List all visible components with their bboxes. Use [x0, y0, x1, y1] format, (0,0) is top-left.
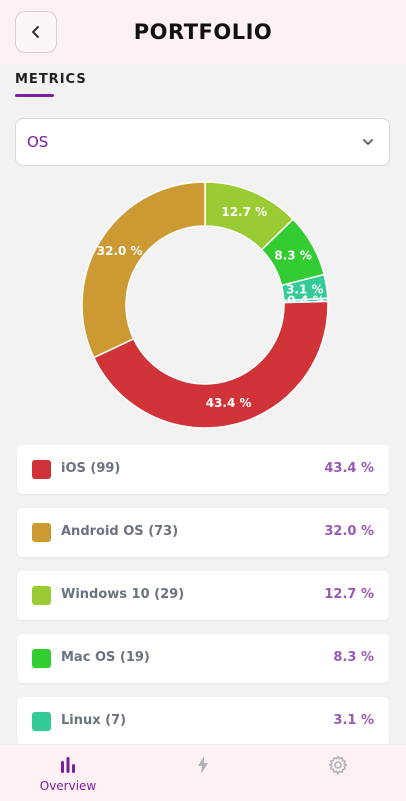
select-value: OS: [27, 133, 49, 151]
lightning-icon: [198, 756, 208, 774]
slice-label-ios: 43.4 %: [206, 396, 252, 410]
nav-overview[interactable]: Overview: [18, 745, 118, 801]
legend-swatch: [32, 523, 51, 542]
legend-item-android[interactable]: Android OS (73) 32.0 %: [17, 508, 389, 557]
bottom-nav: Overview: [0, 744, 406, 801]
legend-swatch: [32, 649, 51, 668]
legend-swatch: [32, 460, 51, 479]
legend-item-ios[interactable]: iOS (99) 43.4 %: [17, 445, 389, 494]
metric-select[interactable]: OS: [15, 118, 390, 166]
legend-swatch: [32, 712, 51, 731]
slice-android[interactable]: [81, 181, 206, 359]
chevron-left-icon: [32, 26, 39, 38]
legend-label: Windows 10 (29): [61, 587, 185, 602]
legend-item-windows[interactable]: Windows 10 (29) 12.7 %: [17, 571, 389, 620]
legend-value: 43.4 %: [324, 461, 374, 476]
legend-label: iOS (99): [61, 461, 121, 476]
page-title: PORTFOLIO: [133, 20, 273, 44]
back-button[interactable]: [15, 11, 57, 53]
legend-label: Android OS (73): [61, 524, 179, 539]
slice-label-linux: 3.1 %: [286, 283, 323, 297]
section-label: METRICS: [15, 72, 87, 87]
legend-value: 8.3 %: [333, 650, 374, 665]
nav-settings[interactable]: [288, 745, 388, 801]
slice-label-windows: 12.7 %: [221, 205, 267, 219]
bar-chart-icon: [61, 757, 75, 773]
legend-value: 3.1 %: [333, 713, 374, 728]
os-donut-chart: 12.7 %8.3 %3.1 %0.4 %43.4 %32.0 %: [81, 181, 329, 429]
legend-label: Mac OS (19): [61, 650, 150, 665]
legend-value: 32.0 %: [324, 524, 374, 539]
gear-icon: [328, 755, 348, 775]
legend-item-macos[interactable]: Mac OS (19) 8.3 %: [17, 634, 389, 683]
section-underline: [15, 94, 54, 97]
app-header: PORTFOLIO: [0, 0, 406, 64]
nav-activity[interactable]: [153, 745, 253, 801]
slice-label-macos: 8.3 %: [274, 249, 311, 263]
slice-ios[interactable]: [92, 300, 329, 429]
legend-value: 12.7 %: [324, 587, 374, 602]
slice-label-android: 32.0 %: [97, 244, 143, 258]
nav-overview-label: Overview: [39, 779, 97, 793]
legend-item-linux[interactable]: Linux (7) 3.1 %: [17, 697, 389, 746]
legend-swatch: [32, 586, 51, 605]
legend-label: Linux (7): [61, 713, 127, 728]
chevron-down-icon: [363, 139, 373, 145]
